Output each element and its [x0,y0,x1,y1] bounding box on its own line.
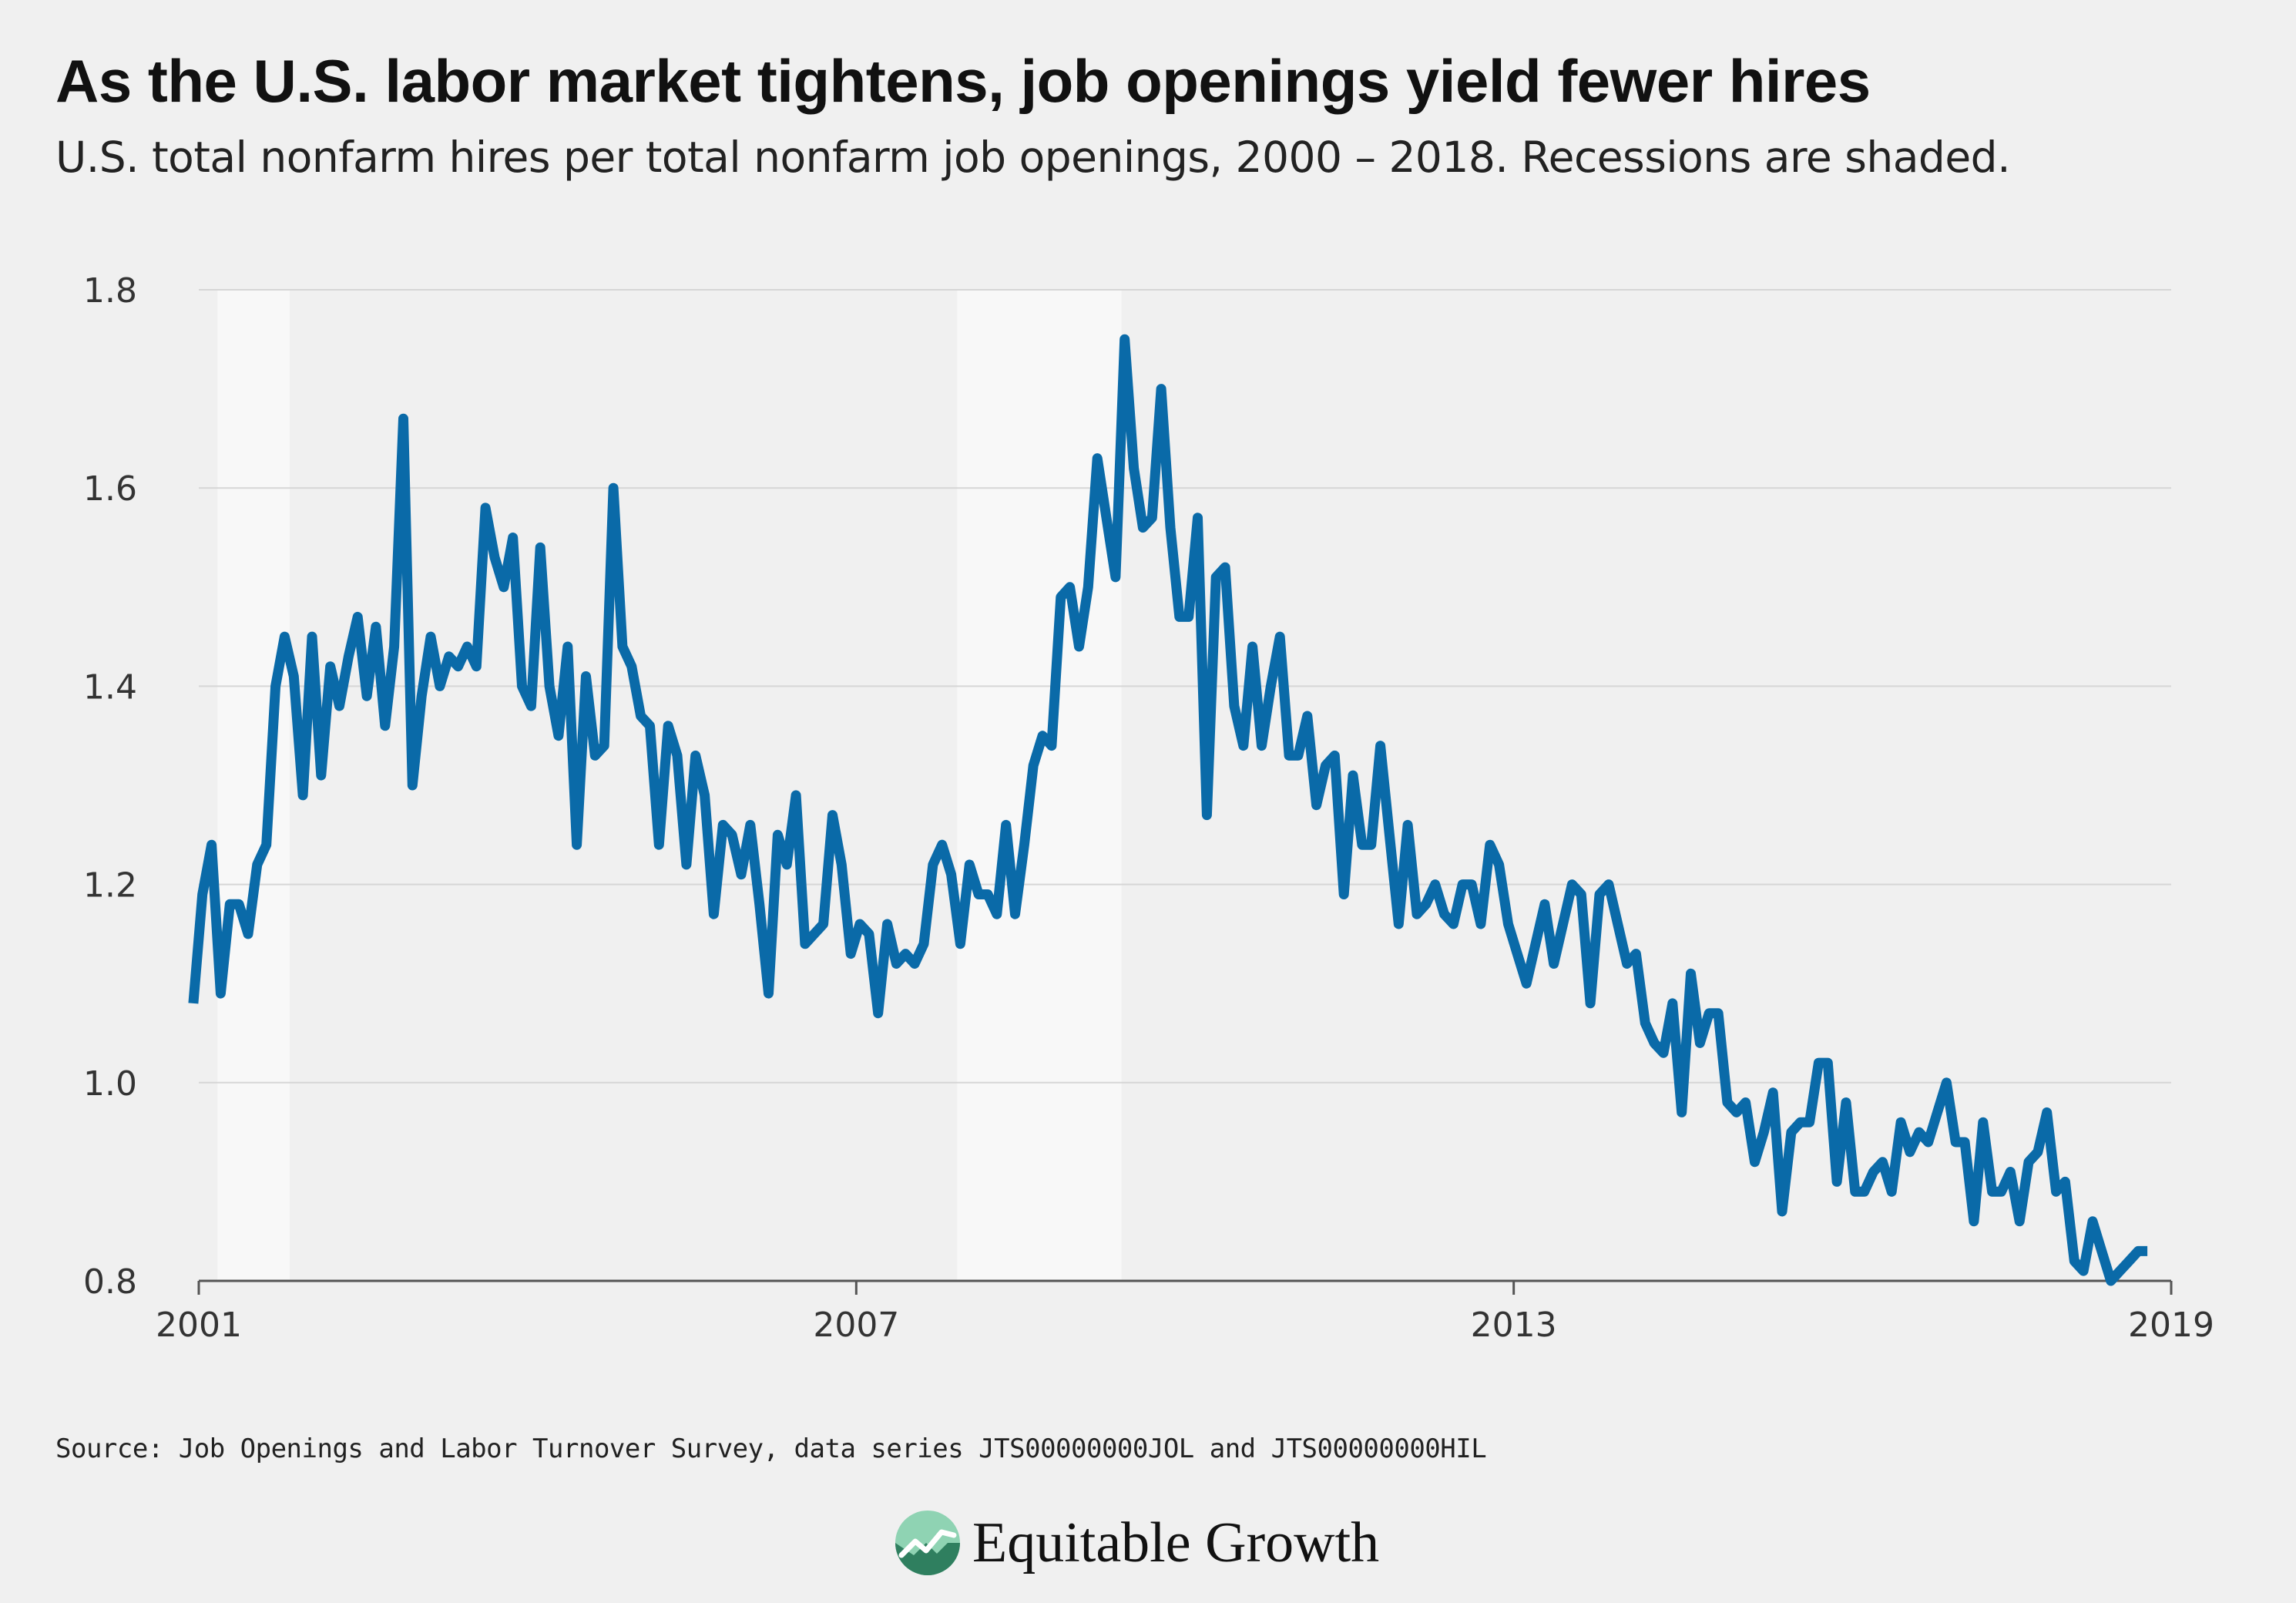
series-line-0 [188,334,2148,1286]
brand-name: Equitable Growth [972,1511,1380,1574]
chart-title: As the U.S. labor market tightens, job o… [55,47,1871,115]
line-chart: 0.8 1.0 1.2 1.4 1.6 1.8 2001 2007 2013 2019 [83,271,2214,1345]
y-tick-label: 1.4 [83,667,137,707]
x-axis: 2001 2007 2013 2019 [156,1279,2214,1345]
y-tick-label: 1.2 [83,866,137,906]
chart-subtitle: U.S. total nonfarm hires per total nonfa… [55,133,2011,182]
y-tick-label: 0.8 [83,1262,137,1302]
recession-band-0 [217,290,290,1281]
y-tick-label: 1.6 [83,469,137,509]
y-tick-label: 1.0 [83,1064,137,1104]
equitable-growth-logo-icon [895,1511,960,1575]
x-tick-label: 2013 [1471,1306,1557,1345]
series-layer [188,334,2148,1286]
y-gridlines [199,289,2171,1282]
y-axis-labels: 0.8 1.0 1.2 1.4 1.6 1.8 [83,271,137,1302]
source-note: Source: Job Openings and Labor Turnover … [55,1433,1487,1464]
brand-logo: Equitable Growth [894,1509,1379,1577]
y-tick-label: 1.8 [83,271,137,311]
recession-shading [217,290,1122,1281]
x-tick-label: 2001 [156,1306,242,1345]
x-tick-label: 2007 [813,1306,899,1345]
recession-band-1 [957,290,1122,1281]
x-tick-label: 2019 [2128,1306,2214,1345]
